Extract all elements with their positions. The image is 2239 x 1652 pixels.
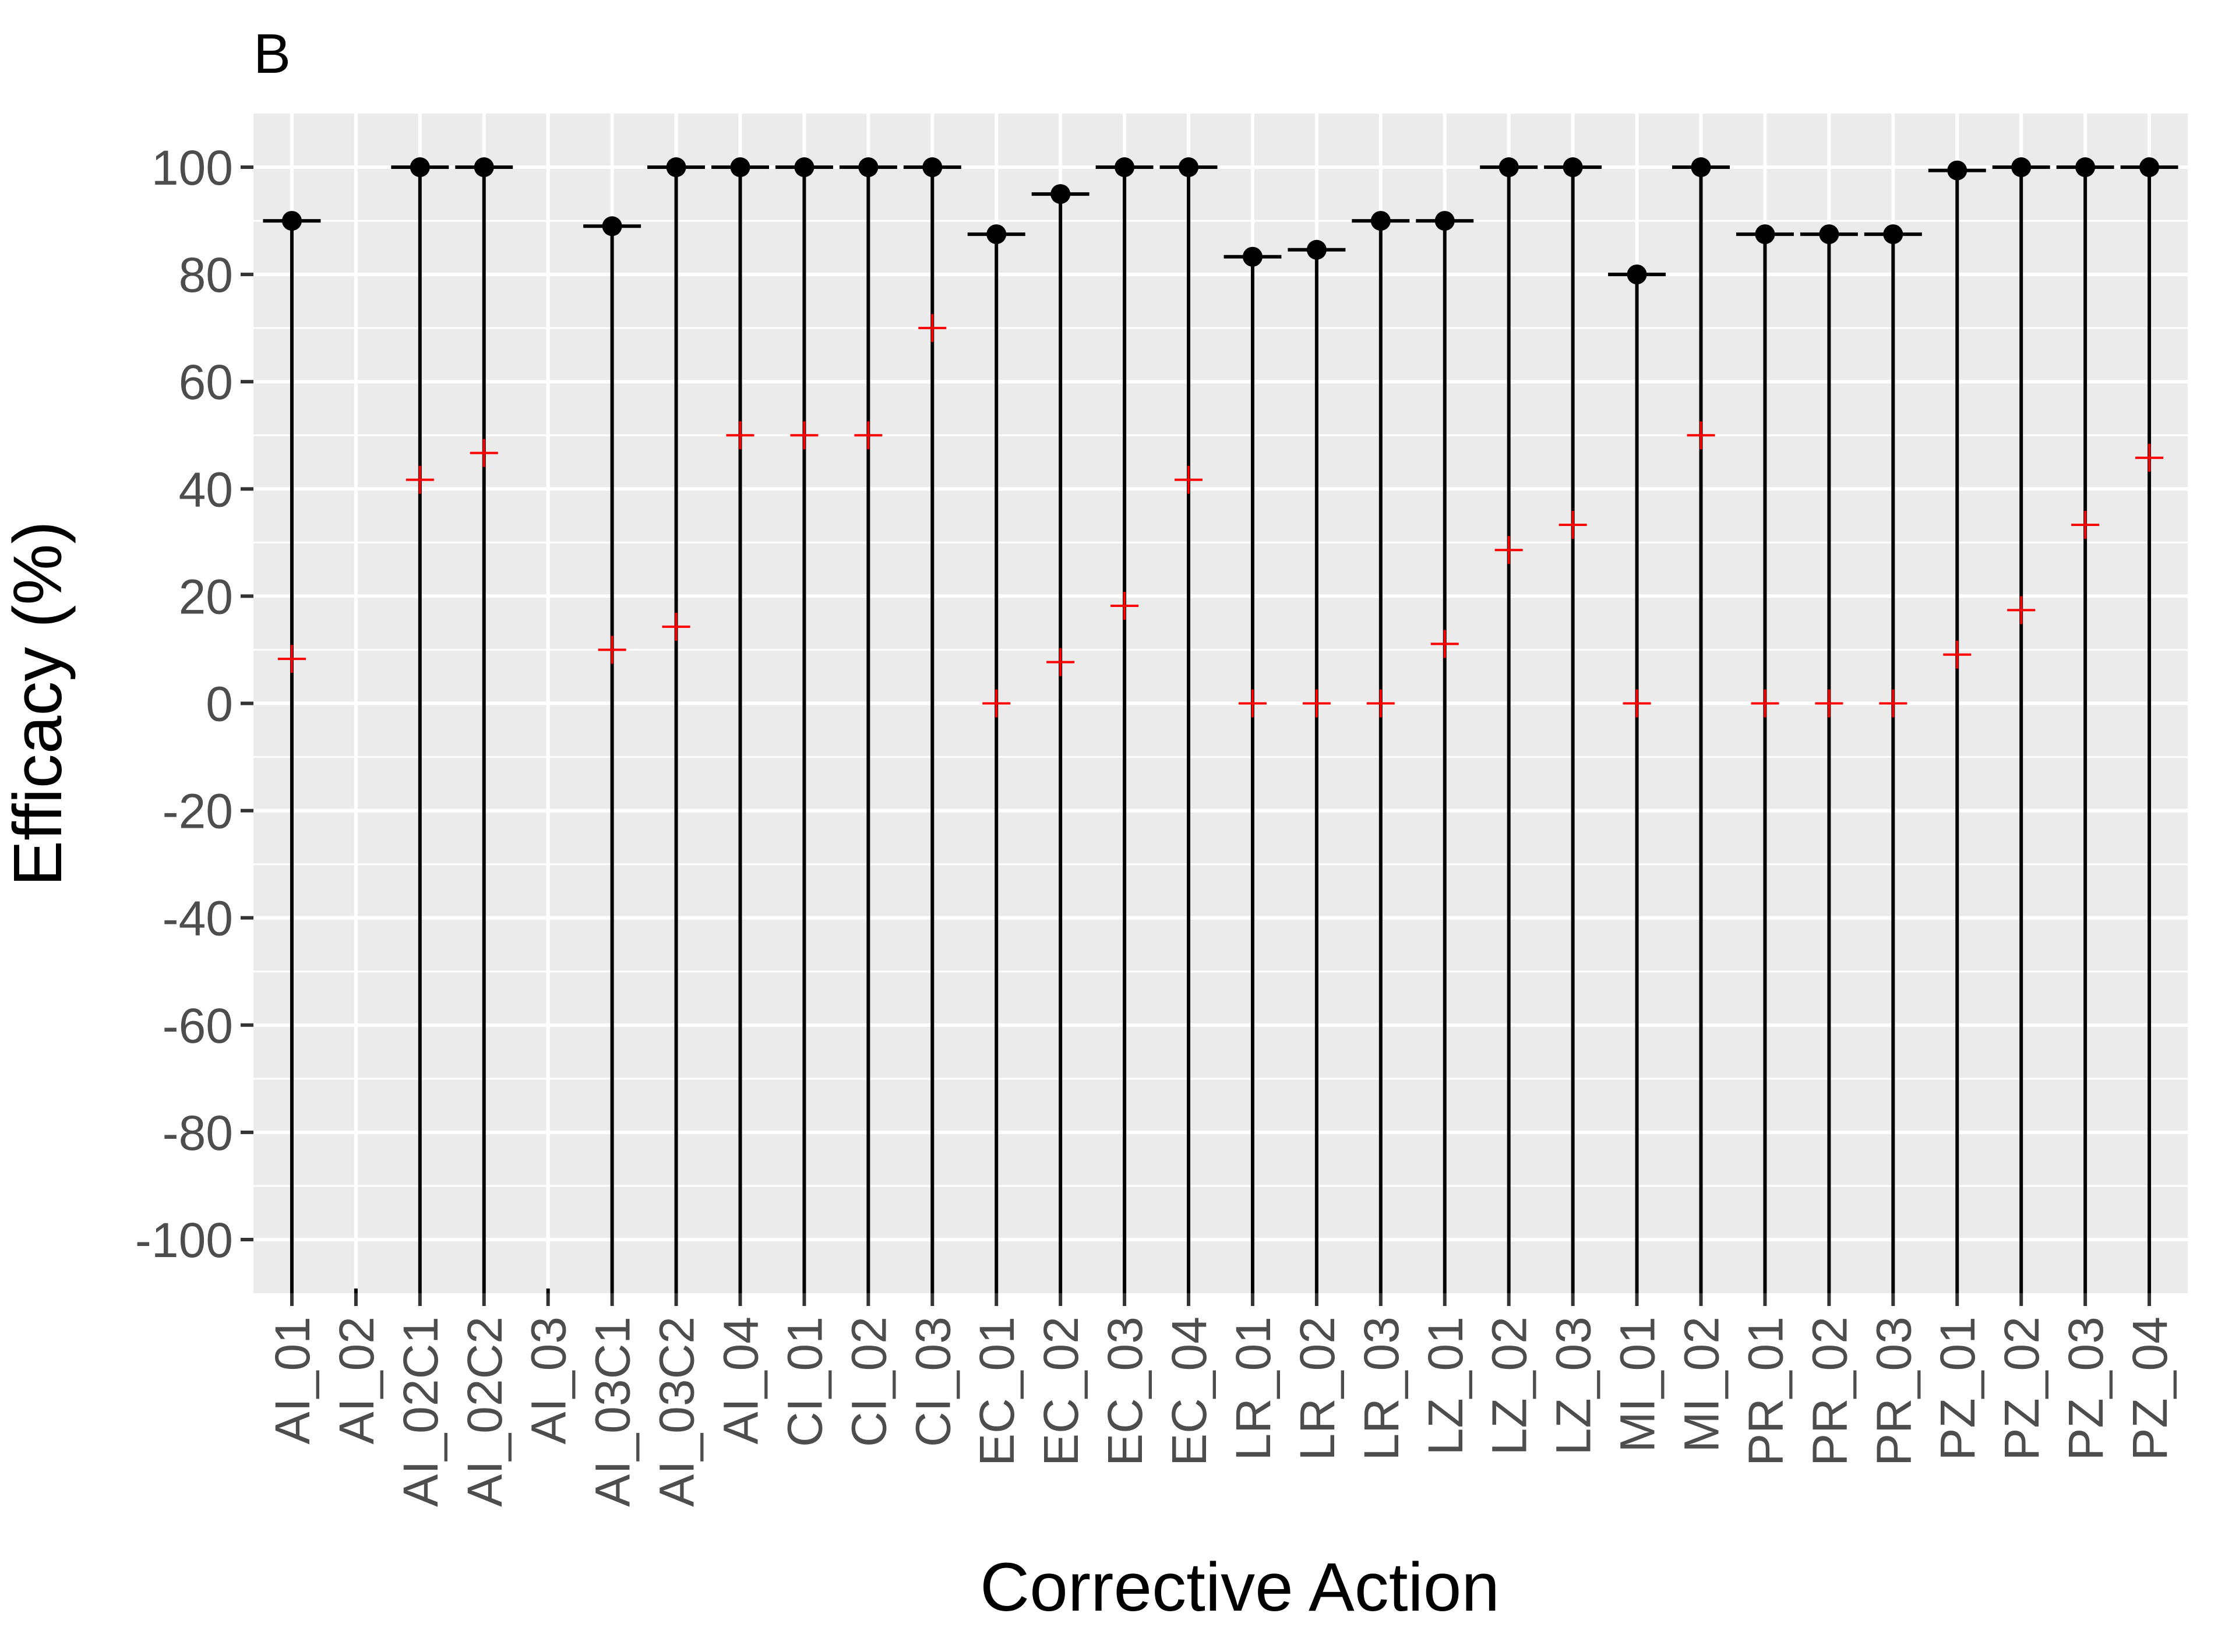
x-tick-label: AI_03C1 <box>586 1316 640 1507</box>
x-tick-label: LR_01 <box>1226 1316 1281 1461</box>
panel-label: B <box>253 23 291 85</box>
x-tick-label: PR_02 <box>1802 1316 1857 1466</box>
y-tick-label: -80 <box>163 1106 233 1160</box>
y-tick-label: 80 <box>179 248 233 302</box>
data-point <box>1627 264 1647 285</box>
data-point <box>730 157 750 178</box>
y-tick-label: -60 <box>163 998 233 1053</box>
x-tick-label: EC_02 <box>1034 1316 1088 1466</box>
x-tick-label: MI_01 <box>1610 1316 1665 1452</box>
data-point <box>2011 157 2032 178</box>
x-tick-label: CI_02 <box>841 1316 896 1447</box>
data-point <box>794 157 814 178</box>
x-tick-label: AI_03 <box>521 1316 576 1445</box>
x-tick-label: AI_02C1 <box>393 1316 448 1507</box>
minor-gridlines <box>253 220 2188 1187</box>
data-point <box>666 157 686 178</box>
data-point <box>986 224 1007 245</box>
data-point <box>1563 157 1583 178</box>
data-point <box>1115 157 1135 178</box>
y-axis: -100 -80 -60 -40 -20 0 20 40 60 80 100 <box>135 140 253 1268</box>
data-point <box>410 157 430 178</box>
x-tick-label: LZ_02 <box>1482 1316 1537 1455</box>
x-tick-label: EC_03 <box>1098 1316 1152 1466</box>
x-tick-label: LR_03 <box>1354 1316 1409 1461</box>
x-tick-label: LZ_01 <box>1418 1316 1473 1455</box>
data-point <box>858 157 879 178</box>
x-tick-label: AI_04 <box>713 1316 768 1445</box>
data-point <box>922 157 943 178</box>
x-tick-label: CI_01 <box>777 1316 832 1447</box>
data-point <box>1370 211 1391 231</box>
efficacy-points <box>281 157 2160 285</box>
y-axis-title: Efficacy (%) <box>0 521 76 886</box>
data-point <box>1242 246 1263 267</box>
data-point <box>1498 157 1519 178</box>
x-tick-label: PZ_03 <box>2058 1316 2113 1461</box>
y-tick-label: 20 <box>179 569 233 624</box>
x-tick-label: EC_01 <box>969 1316 1024 1466</box>
data-point <box>2075 157 2096 178</box>
x-tick-label: AI_03C2 <box>650 1316 704 1507</box>
data-point <box>1755 224 1775 245</box>
x-tick-label: PZ_04 <box>2122 1316 2177 1461</box>
data-point <box>1819 224 1839 245</box>
x-tick-label: PZ_01 <box>1930 1316 1985 1461</box>
data-point <box>2139 157 2160 178</box>
y-tick-label: 60 <box>179 355 233 410</box>
y-tick-label: -20 <box>163 784 233 839</box>
x-tick-label: PR_01 <box>1738 1316 1793 1466</box>
error-bars <box>290 167 2152 1294</box>
x-tick-label: AI_02 <box>329 1316 384 1445</box>
x-tick-label: LR_02 <box>1290 1316 1345 1461</box>
data-point <box>1691 157 1711 178</box>
x-tick-label: CI_03 <box>905 1316 960 1447</box>
x-tick-label: LZ_03 <box>1546 1316 1601 1455</box>
y-tick-label: 0 <box>206 677 233 732</box>
x-tick-label: PR_03 <box>1866 1316 1921 1466</box>
data-point <box>1306 239 1327 260</box>
data-point <box>1050 184 1071 204</box>
x-axis: AI_01 AI_02 AI_02C1 AI_02C2 AI_03 AI_03C1 AI_0… <box>265 1293 2177 1507</box>
y-tick-label: 100 <box>151 140 233 195</box>
x-tick-label: EC_04 <box>1162 1316 1217 1466</box>
data-point <box>281 211 302 231</box>
data-point <box>1883 224 1903 245</box>
y-tick-label: 40 <box>179 462 233 517</box>
data-point <box>1179 157 1199 178</box>
y-tick-label: -100 <box>135 1213 233 1268</box>
x-tick-label: AI_01 <box>265 1316 320 1445</box>
data-point <box>1434 211 1455 231</box>
data-point <box>602 216 622 236</box>
y-tick-label: -40 <box>163 891 233 946</box>
x-tick-label: PZ_02 <box>1994 1316 2049 1461</box>
x-tick-label: AI_02C2 <box>457 1316 512 1507</box>
x-tick-label: MI_02 <box>1674 1316 1729 1452</box>
x-axis-title: Corrective Action <box>980 1549 1500 1626</box>
efficacy-crosses <box>277 314 2164 718</box>
data-point <box>1947 160 1968 181</box>
data-point <box>474 157 494 178</box>
